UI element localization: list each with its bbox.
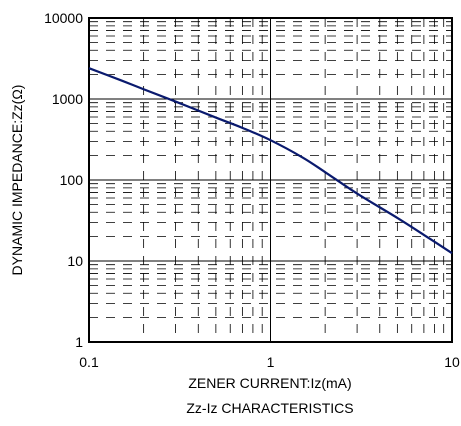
plot-frame [88, 17, 453, 343]
x-tick-labels: 0.1 1 10 [79, 354, 460, 370]
y-tick-label: 1000 [52, 91, 83, 107]
y-tick-label: 10000 [44, 10, 83, 26]
y-tick-label: 1 [75, 334, 83, 350]
series-line [88, 67, 453, 255]
x-tick-label: 10 [444, 354, 460, 370]
y-axis-label: DYNAMIC IMPEDANCE:Zz(Ω) [9, 85, 25, 276]
x-tick-label: 1 [267, 354, 275, 370]
chart-title: Zz-Iz CHARACTERISTICS [186, 400, 353, 416]
y-tick-label: 100 [60, 172, 84, 188]
x-axis-label: ZENER CURRENT:Iz(mA) [188, 375, 351, 391]
y-tick-label: 10 [67, 253, 83, 269]
y-tick-labels: 1 10 100 1000 10000 [44, 10, 83, 350]
x-tick-label: 0.1 [79, 354, 99, 370]
